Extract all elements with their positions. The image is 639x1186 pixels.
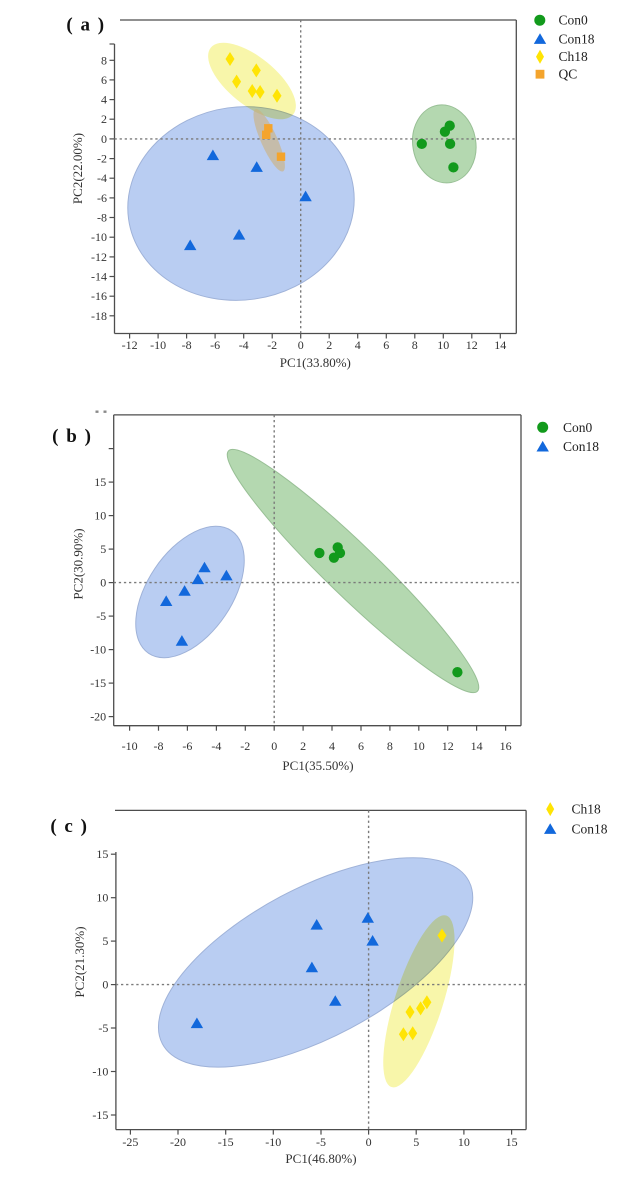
svg-text:Con18: Con18: [559, 31, 595, 46]
svg-text:-5: -5: [98, 1021, 108, 1035]
svg-text:10: 10: [413, 739, 425, 753]
svg-text:16: 16: [500, 739, 512, 753]
svg-text:-15: -15: [92, 1108, 108, 1122]
svg-text:-2: -2: [97, 152, 107, 166]
svg-text:-4: -4: [97, 171, 107, 185]
svg-text:PC2(21.30%): PC2(21.30%): [72, 926, 87, 997]
svg-text:-10: -10: [265, 1135, 281, 1149]
svg-text:14: 14: [494, 338, 506, 352]
svg-text:-20: -20: [90, 710, 106, 724]
svg-text:-10: -10: [150, 338, 166, 352]
svg-text:-5: -5: [96, 609, 106, 623]
svg-text:-8: -8: [154, 739, 164, 753]
svg-text:10: 10: [458, 1135, 470, 1149]
svg-text:2: 2: [326, 338, 332, 352]
svg-text:-2: -2: [240, 739, 250, 753]
svg-text:QC: QC: [559, 67, 578, 82]
svg-text:PC2(30.90%): PC2(30.90%): [70, 528, 85, 599]
svg-text:4: 4: [355, 338, 361, 352]
svg-text:-15: -15: [218, 1135, 234, 1149]
svg-text:5: 5: [102, 934, 108, 948]
svg-text:10: 10: [94, 509, 106, 523]
svg-text:-10: -10: [92, 1065, 108, 1079]
svg-text:-4: -4: [239, 338, 249, 352]
svg-text:-4: -4: [211, 739, 221, 753]
svg-text:6: 6: [101, 73, 107, 87]
svg-text:15: 15: [96, 847, 108, 861]
svg-text:Con0: Con0: [559, 13, 589, 28]
svg-text:10: 10: [96, 891, 108, 905]
svg-text:-20: -20: [170, 1135, 186, 1149]
svg-text:10: 10: [437, 338, 449, 352]
svg-text:PC1(35.50%): PC1(35.50%): [282, 758, 353, 773]
svg-text:8: 8: [412, 338, 418, 352]
svg-text:-10: -10: [91, 230, 107, 244]
svg-text:-5: -5: [316, 1135, 326, 1149]
svg-text:12: 12: [466, 338, 478, 352]
svg-text:-12: -12: [91, 250, 107, 264]
svg-text:14: 14: [471, 739, 483, 753]
svg-text:4: 4: [329, 739, 335, 753]
svg-text:2: 2: [300, 739, 306, 753]
svg-text:5: 5: [100, 542, 106, 556]
svg-text:8: 8: [101, 53, 107, 67]
svg-text:-8: -8: [182, 338, 192, 352]
svg-text:-8: -8: [97, 211, 107, 225]
svg-text:0: 0: [101, 132, 107, 146]
svg-text:-10: -10: [122, 739, 138, 753]
svg-text:( a ): ( a ): [66, 15, 105, 36]
svg-text:PC1(46.80%): PC1(46.80%): [285, 1151, 356, 1166]
svg-text:4: 4: [101, 93, 107, 107]
svg-text:-6: -6: [210, 338, 220, 352]
svg-text:PC2(22.00%): PC2(22.00%): [70, 133, 85, 204]
svg-text:Con18: Con18: [572, 821, 608, 836]
svg-text:Con0: Con0: [563, 420, 593, 435]
svg-text:0: 0: [102, 978, 108, 992]
svg-text:( c ): ( c ): [50, 816, 88, 837]
svg-text:-10: -10: [90, 643, 106, 657]
svg-text:( b ): ( b ): [52, 426, 92, 447]
svg-text:0: 0: [100, 576, 106, 590]
svg-text:15: 15: [506, 1135, 518, 1149]
svg-text:-6: -6: [182, 739, 192, 753]
svg-text:-14: -14: [91, 270, 107, 284]
svg-text:-6: -6: [97, 191, 107, 205]
svg-text:0: 0: [298, 338, 304, 352]
svg-text:2: 2: [101, 112, 107, 126]
svg-text:0: 0: [366, 1135, 372, 1149]
svg-text:5: 5: [413, 1135, 419, 1149]
svg-text:8: 8: [387, 739, 393, 753]
svg-text:15: 15: [94, 475, 106, 489]
svg-text:12: 12: [442, 739, 454, 753]
svg-text:-15: -15: [90, 676, 106, 690]
svg-text:-2: -2: [267, 338, 277, 352]
svg-text:0: 0: [271, 739, 277, 753]
svg-text:-12: -12: [122, 338, 138, 352]
svg-text:-18: -18: [91, 309, 107, 323]
svg-text:-16: -16: [91, 289, 107, 303]
svg-text:Con18: Con18: [563, 439, 599, 454]
svg-text:Ch18: Ch18: [572, 802, 602, 817]
svg-text:Ch18: Ch18: [559, 49, 589, 64]
svg-text:6: 6: [358, 739, 364, 753]
svg-text:-25: -25: [122, 1135, 138, 1149]
svg-text:6: 6: [383, 338, 389, 352]
svg-text:PC1(33.80%): PC1(33.80%): [280, 355, 351, 370]
